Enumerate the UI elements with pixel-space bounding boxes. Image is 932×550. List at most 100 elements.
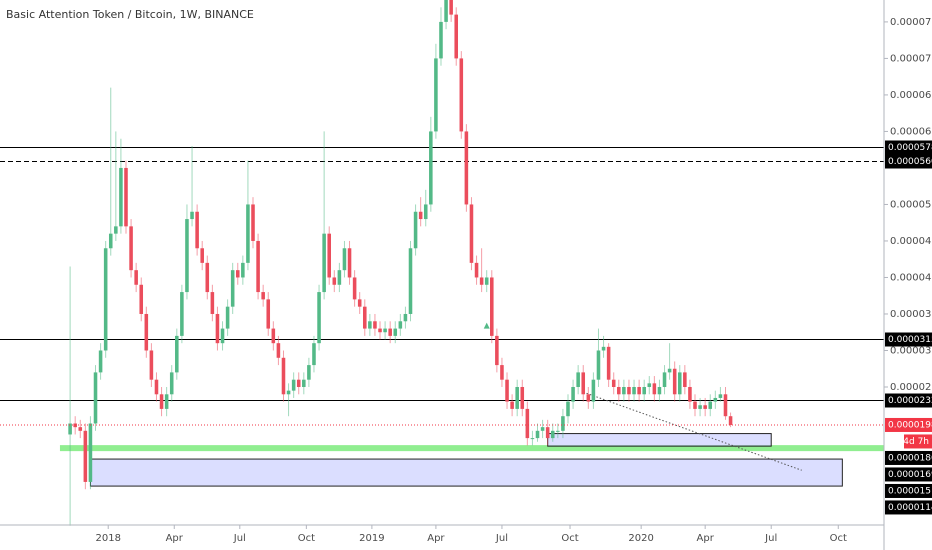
- candle-body: [281, 357, 286, 395]
- candle-body: [550, 430, 555, 439]
- candle-body: [586, 394, 591, 402]
- candle-body: [556, 430, 560, 432]
- candle-body: [449, 0, 453, 15]
- candle-body: [576, 372, 580, 387]
- candle-body: [434, 58, 438, 132]
- candle-body: [540, 427, 545, 431]
- candle-body: [728, 416, 733, 425]
- price-label: 0.00001513: [888, 486, 932, 496]
- price-label-box: [885, 467, 932, 482]
- candle-body: [713, 397, 718, 402]
- level-label-box: [885, 140, 932, 155]
- candle-body: [342, 248, 347, 271]
- price-label-box: [885, 450, 932, 465]
- candle-body: [78, 427, 83, 431]
- candle-body: [708, 401, 713, 409]
- candle-body: [256, 240, 260, 293]
- candle-body: [108, 233, 113, 249]
- candle-body: [296, 379, 301, 387]
- level-label: 0.00003156: [888, 335, 932, 345]
- candle-body: [276, 343, 281, 358]
- candle-body: [479, 277, 484, 285]
- candle-body: [698, 405, 702, 409]
- candle-body: [83, 430, 88, 482]
- candle-body: [535, 430, 540, 439]
- candle-body: [215, 313, 220, 344]
- candle-body: [266, 299, 271, 329]
- candle-body: [672, 368, 677, 395]
- candle-body: [200, 248, 204, 263]
- x-tick-label: Apr: [166, 533, 184, 544]
- candle-body: [149, 350, 154, 380]
- candle-body: [581, 372, 586, 395]
- candle-body: [317, 292, 321, 344]
- price-label: 0.00001862: [888, 453, 932, 463]
- y-tick-label: 0.00004000: [890, 272, 932, 283]
- candle-body: [632, 386, 636, 395]
- candle-body: [545, 427, 550, 439]
- signal-marker: [483, 322, 490, 329]
- y-tick-label: 0.00005000: [890, 199, 932, 210]
- plot-area: [0, 0, 884, 526]
- candle-body: [398, 321, 403, 329]
- candle-body: [693, 401, 697, 409]
- candle-body: [98, 350, 103, 373]
- y-tick-label: 0.00007000: [890, 53, 932, 64]
- candle-body: [525, 408, 530, 439]
- candle-body: [291, 379, 296, 391]
- candle-body: [718, 394, 723, 398]
- candle-body: [251, 204, 255, 241]
- candle-body: [286, 390, 291, 395]
- candle-body: [114, 226, 118, 234]
- candle-body: [703, 405, 707, 409]
- candle-body: [383, 328, 387, 333]
- price-label-box: [885, 500, 932, 515]
- x-tick-label: Jul: [233, 533, 246, 544]
- candle-body: [154, 379, 159, 395]
- candle-body: [159, 394, 164, 409]
- x-tick-label: Jul: [495, 533, 508, 544]
- candle-body: [210, 292, 215, 314]
- price-label-box: [885, 483, 932, 498]
- candle-body: [601, 346, 606, 351]
- y-tick-label: 0.00003000: [890, 345, 932, 356]
- level-label: 0.00005784: [888, 143, 932, 153]
- candle-body: [119, 167, 123, 227]
- candle-body: [723, 394, 728, 417]
- x-tick-label: Apr: [427, 533, 445, 544]
- candle-body: [169, 372, 174, 395]
- candle-body: [322, 233, 326, 293]
- candle-body: [622, 386, 626, 395]
- level-label: 0.00002320: [888, 396, 932, 406]
- price-label: 0.00001143: [888, 503, 932, 513]
- x-tick-label: 2020: [628, 533, 653, 544]
- candle-body: [347, 248, 352, 278]
- candle-body: [175, 335, 179, 373]
- candle-body: [403, 313, 408, 322]
- candle-body: [611, 379, 616, 387]
- x-tick-label: Oct: [561, 533, 578, 544]
- candle-body: [388, 328, 392, 336]
- candle-body: [505, 379, 509, 402]
- candle-body: [429, 131, 433, 205]
- level-label-box: [885, 154, 932, 169]
- x-tick-label: Apr: [697, 533, 715, 544]
- candle-body: [459, 58, 464, 132]
- candle-body: [139, 284, 144, 314]
- x-tick-label: Jul: [764, 533, 777, 544]
- candle-body: [362, 306, 367, 329]
- candle-body: [677, 372, 682, 395]
- candle-body: [337, 270, 342, 285]
- y-tick-label: 0.00006000: [890, 126, 932, 137]
- candle-body: [393, 328, 398, 336]
- candle-body: [378, 328, 382, 333]
- candle-body: [190, 211, 194, 220]
- candle-body: [454, 14, 459, 59]
- candle-body: [312, 343, 316, 366]
- price-label: 0.00001690: [888, 470, 932, 480]
- candle-body: [596, 350, 601, 380]
- level-label: 0.00005600: [888, 157, 932, 167]
- candle-body: [124, 167, 128, 227]
